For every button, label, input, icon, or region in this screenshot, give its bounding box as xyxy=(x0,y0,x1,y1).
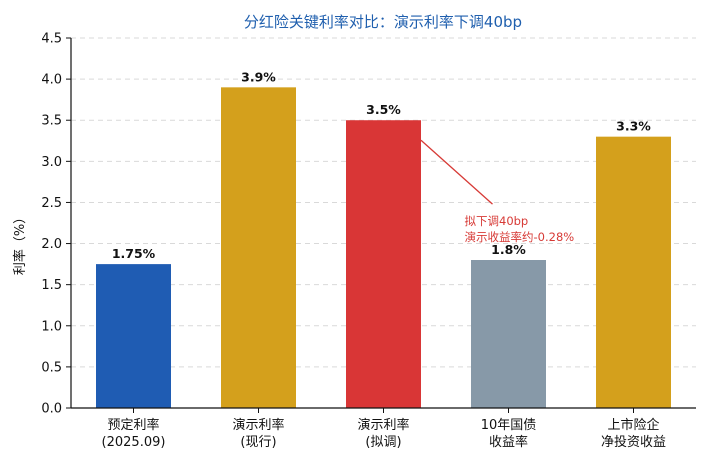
y-axis-label: 利率（%） xyxy=(12,211,28,275)
y-tick-label: 0.5 xyxy=(41,360,62,375)
x-tick-label: 演示利率 xyxy=(357,417,409,433)
x-tick-label: (2025.09) xyxy=(102,435,166,450)
data-labels: 1.75% 3.9% 3.5% 1.8% 3.3% xyxy=(112,69,651,261)
x-tick-label: 上市险企 xyxy=(607,417,659,433)
annotation-text: 拟下调40bp xyxy=(465,214,529,228)
bar xyxy=(471,260,546,408)
data-label: 1.8% xyxy=(491,242,526,257)
y-tick-label: 1.0 xyxy=(41,319,62,334)
annotation-arrow xyxy=(420,139,493,205)
x-tick-label: (现行) xyxy=(240,435,276,450)
bar xyxy=(596,136,671,408)
bar xyxy=(346,120,421,408)
x-tick-label: 演示利率 xyxy=(232,417,284,433)
y-tick-label: 4.5 xyxy=(41,32,62,47)
annotation: 拟下调40bp 演示收益率约-0.28% xyxy=(420,139,575,244)
annotation-text: 演示收益率约-0.28% xyxy=(465,230,575,244)
x-tick-label: 预定利率 xyxy=(107,417,159,433)
bars xyxy=(96,87,671,408)
y-tick-label: 2.0 xyxy=(41,237,62,252)
axes: 0.0 0.5 1.0 1.5 2.0 2.5 3.0 3.5 4.0 4.5 预定利率 (2025.… xyxy=(41,32,696,450)
y-tick-label: 1.5 xyxy=(41,278,62,293)
x-tick-label: 10年国债 xyxy=(481,418,537,433)
y-tick-label: 3.0 xyxy=(41,155,62,170)
data-label: 1.75% xyxy=(112,246,156,261)
bar xyxy=(221,87,296,408)
chart-title: 分红险关键利率对比：演示利率下调40bp xyxy=(244,13,522,31)
y-tick-label: 4.0 xyxy=(41,73,62,88)
y-tick-label: 2.5 xyxy=(41,196,62,211)
y-tick-label: 0.0 xyxy=(41,402,62,417)
x-tick-label: (拟调) xyxy=(365,435,401,450)
data-label: 3.9% xyxy=(241,69,276,84)
y-tick-label: 3.5 xyxy=(41,114,62,129)
bar xyxy=(96,264,171,408)
x-tick-label: 净投资收益 xyxy=(601,434,666,450)
data-label: 3.3% xyxy=(616,119,651,134)
data-label: 3.5% xyxy=(366,102,401,117)
x-tick-label: 收益率 xyxy=(489,434,528,450)
